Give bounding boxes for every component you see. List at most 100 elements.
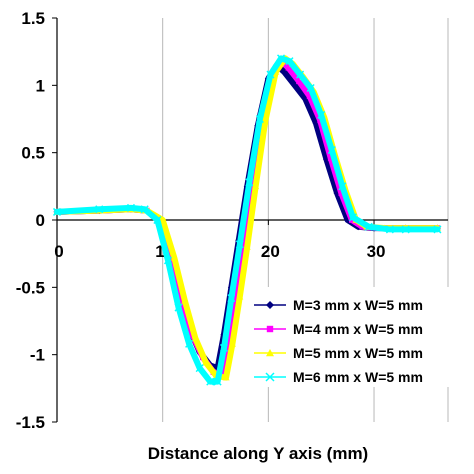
data-point	[245, 178, 254, 187]
data-point	[206, 377, 215, 386]
data-point-stroke	[385, 225, 394, 234]
data-point	[285, 57, 294, 66]
data-point-stroke	[401, 225, 410, 234]
data-point	[338, 190, 345, 196]
data-point-stroke	[348, 213, 357, 222]
data-point	[277, 54, 286, 63]
y-tick-label: -1.5	[16, 413, 45, 432]
data-point	[236, 293, 244, 300]
data-point	[317, 110, 326, 119]
data-point	[401, 225, 410, 234]
legend-label: M=3 mm x W=5 mm	[293, 297, 423, 313]
legend-marker	[266, 301, 274, 309]
data-point-stroke	[206, 377, 215, 386]
legend-label: M=6 mm x W=5 mm	[293, 369, 423, 385]
data-point-stroke	[52, 207, 62, 216]
data-point	[232, 291, 239, 297]
data-point	[235, 240, 244, 249]
data-point-stroke	[338, 182, 347, 191]
y-tick-label: -1	[30, 346, 45, 365]
y-tick-label: 1	[36, 76, 45, 95]
data-point	[191, 335, 199, 342]
data-point	[261, 118, 269, 125]
data-point-stroke	[433, 225, 442, 234]
data-point	[296, 70, 305, 79]
data-point-stroke	[364, 222, 373, 231]
data-point	[243, 243, 251, 250]
data-point	[385, 225, 394, 234]
data-point-stroke	[245, 178, 254, 187]
data-point	[228, 340, 236, 347]
series-4	[52, 54, 442, 386]
data-point-stroke	[296, 70, 305, 79]
data-point-stroke	[126, 203, 136, 212]
data-point	[266, 70, 275, 79]
data-point-stroke	[195, 364, 204, 373]
legend-item-4: M=6 mm x W=5 mm	[254, 369, 423, 385]
data-point-stroke	[163, 256, 172, 265]
data-point	[174, 303, 183, 312]
data-point	[222, 374, 230, 381]
legend-item-2: M=4 mm x W=5 mm	[254, 321, 423, 337]
legend-item-1: M=3 mm x W=5 mm	[254, 297, 423, 313]
data-point	[296, 78, 302, 85]
legend-background	[247, 287, 469, 387]
data-point	[126, 203, 136, 212]
data-point-stroke	[153, 215, 162, 225]
data-point	[348, 213, 357, 222]
data-point	[255, 114, 264, 124]
data-point	[52, 207, 62, 216]
data-point	[163, 256, 172, 265]
data-point-stroke	[266, 70, 275, 79]
data-point	[227, 294, 236, 303]
data-point-stroke	[174, 303, 183, 312]
y-tick-label: 1.5	[21, 9, 45, 28]
data-point-stroke	[95, 205, 104, 214]
data-point	[252, 182, 260, 190]
data-point-stroke	[235, 240, 244, 249]
data-point	[202, 359, 210, 366]
data-point	[195, 364, 204, 373]
data-point	[181, 297, 189, 304]
data-point-stroke	[285, 57, 294, 66]
data-point	[240, 241, 246, 248]
y-tick-label: 0.5	[21, 144, 45, 163]
data-point-stroke	[277, 54, 286, 63]
data-point-stroke	[140, 205, 149, 214]
x-tick-label: 0	[54, 242, 63, 261]
data-point	[185, 339, 194, 348]
data-point-stroke	[306, 83, 315, 93]
data-point	[219, 343, 228, 352]
data-point-stroke	[185, 339, 194, 348]
legend-marker	[266, 325, 274, 333]
data-point-stroke	[213, 377, 222, 386]
legend-marker	[265, 372, 275, 382]
data-point-stroke	[327, 145, 336, 155]
data-point	[327, 155, 334, 161]
data-point	[225, 338, 231, 344]
data-point	[327, 145, 336, 155]
y-tick-label: 0	[36, 211, 45, 230]
series-layer	[52, 54, 442, 386]
data-point	[364, 222, 373, 231]
data-point	[159, 216, 167, 223]
data-point	[433, 225, 442, 234]
data-point-stroke	[255, 114, 264, 124]
data-point	[153, 215, 162, 225]
legend-item-3: M=5 mm x W=5 mm	[254, 345, 423, 361]
y-tick-label: -0.5	[16, 278, 45, 297]
data-point	[306, 83, 315, 93]
data-point-stroke	[317, 110, 326, 119]
legend: M=3 mm x W=5 mm M=4 mm x W=5 mm M=5 mm x W…	[247, 287, 469, 387]
legend-marker-stroke	[265, 372, 275, 382]
x-tick-label: 20	[261, 242, 280, 261]
legend-label: M=5 mm x W=5 mm	[293, 345, 423, 361]
data-point	[306, 93, 313, 99]
data-point	[213, 377, 222, 386]
x-tick-label: 30	[367, 242, 386, 261]
data-point-stroke	[227, 294, 236, 303]
data-point	[140, 205, 149, 214]
data-point	[170, 254, 178, 261]
